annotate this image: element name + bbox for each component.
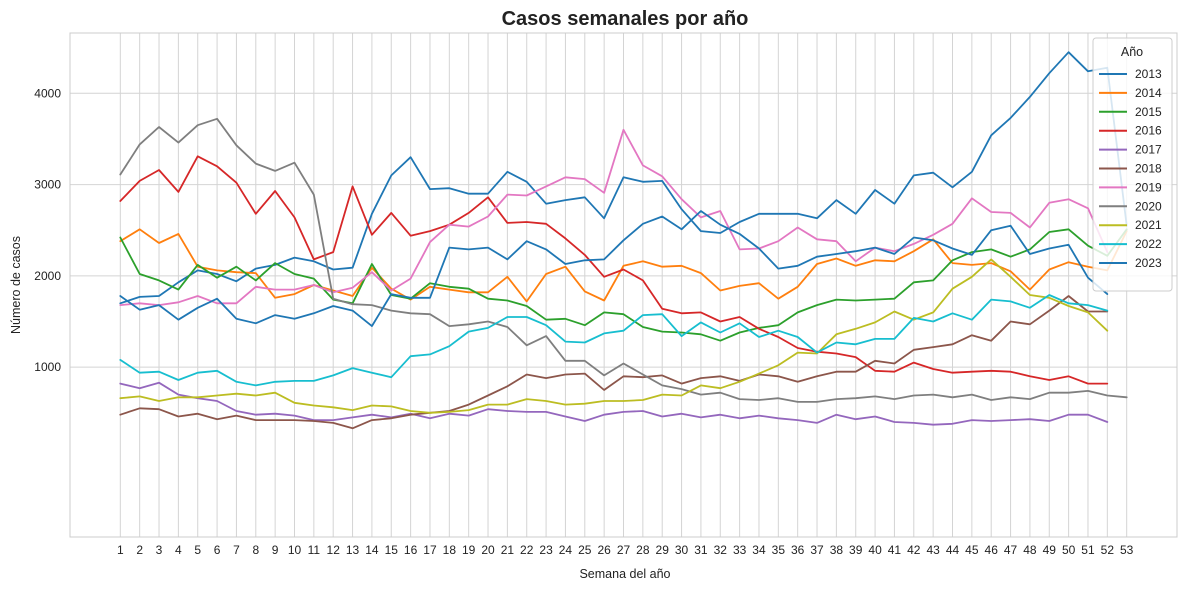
x-tick-label: 40 xyxy=(868,543,882,557)
x-tick-label: 35 xyxy=(772,543,786,557)
x-tick-label: 32 xyxy=(714,543,728,557)
x-tick-label: 27 xyxy=(617,543,631,557)
x-tick-label: 48 xyxy=(1023,543,1037,557)
x-tick-label: 21 xyxy=(501,543,515,557)
series-line-2022 xyxy=(119,294,1109,387)
y-tick-label: 3000 xyxy=(34,178,61,192)
series-line-2016 xyxy=(119,155,1109,385)
series-line-2020 xyxy=(119,117,1128,403)
x-tick-label: 38 xyxy=(830,543,844,557)
legend-label-2014: 2014 xyxy=(1135,86,1162,100)
x-tick-label: 1 xyxy=(117,543,124,557)
series-line-2019 xyxy=(119,128,1109,306)
legend-items: 2013 2014 2015 2016 2017 2018 2019 2020 2021 2022… xyxy=(1099,67,1162,270)
x-tick-label: 6 xyxy=(214,543,221,557)
x-tick-label: 31 xyxy=(694,543,708,557)
x-tick-label: 49 xyxy=(1043,543,1057,557)
x-tick-label: 16 xyxy=(404,543,418,557)
x-tick-label: 33 xyxy=(733,543,747,557)
x-tick-label: 13 xyxy=(346,543,360,557)
x-tick-label: 12 xyxy=(327,543,341,557)
x-tick-label: 36 xyxy=(791,543,805,557)
legend-label-2015: 2015 xyxy=(1135,105,1162,119)
x-tick-label: 29 xyxy=(656,543,670,557)
series-lines xyxy=(119,51,1128,430)
legend: Año 2013 2014 2015 2016 2017 2018 2019 2020 2021… xyxy=(1092,37,1173,292)
series-line-2014 xyxy=(119,228,1128,303)
x-tick-label: 43 xyxy=(926,543,940,557)
x-tick-label: 24 xyxy=(559,543,573,557)
x-tick-label: 7 xyxy=(233,543,240,557)
x-tick-label: 42 xyxy=(907,543,921,557)
x-tick-label: 28 xyxy=(636,543,650,557)
y-axis-label: Número de casos xyxy=(9,236,23,334)
x-tick-label: 8 xyxy=(252,543,259,557)
x-tick-label: 3 xyxy=(156,543,163,557)
x-tick-label: 19 xyxy=(462,543,476,557)
x-tick-label: 30 xyxy=(675,543,689,557)
legend-label-2017: 2017 xyxy=(1135,143,1162,157)
x-tick-label: 44 xyxy=(946,543,960,557)
x-tick-label: 22 xyxy=(520,543,534,557)
x-tick-label: 41 xyxy=(888,543,902,557)
x-tick-label: 53 xyxy=(1120,543,1134,557)
legend-box xyxy=(1092,37,1173,292)
series-line-2017 xyxy=(119,381,1109,426)
y-tick-label: 2000 xyxy=(34,269,61,283)
x-tick-label: 5 xyxy=(194,543,201,557)
x-tick-label: 52 xyxy=(1101,543,1115,557)
legend-label-2019: 2019 xyxy=(1135,180,1162,194)
plot-frame xyxy=(69,32,1178,538)
x-tick-label: 15 xyxy=(385,543,399,557)
x-tick-label: 10 xyxy=(288,543,302,557)
legend-label-2018: 2018 xyxy=(1135,162,1162,176)
x-tick-labels: 1 2 3 4 5 6 7 8 9 10 11 12 13 14 15 16 17 18 19 20 21 22 23 24 2… xyxy=(117,543,1134,557)
legend-label-2022: 2022 xyxy=(1135,237,1162,251)
x-tick-label: 14 xyxy=(365,543,379,557)
x-tick-label: 20 xyxy=(481,543,495,557)
x-tick-label: 23 xyxy=(539,543,553,557)
legend-label-2021: 2021 xyxy=(1135,218,1162,232)
series-line-2018 xyxy=(119,295,1109,430)
x-tick-label: 11 xyxy=(308,543,321,557)
x-tick-label: 51 xyxy=(1081,543,1095,557)
x-tick-label: 18 xyxy=(443,543,457,557)
legend-label-2016: 2016 xyxy=(1135,124,1162,138)
x-tick-label: 50 xyxy=(1062,543,1076,557)
y-tick-label: 4000 xyxy=(34,86,61,100)
legend-label-2023: 2023 xyxy=(1135,256,1162,270)
x-tick-label: 17 xyxy=(423,543,437,557)
grid xyxy=(70,33,1177,537)
series-line-2021 xyxy=(119,258,1109,414)
x-tick-label: 2 xyxy=(136,543,143,557)
legend-label-2020: 2020 xyxy=(1135,199,1162,213)
chart-title: Casos semanales por año xyxy=(502,8,749,30)
x-tick-label: 9 xyxy=(272,543,279,557)
x-tick-label: 46 xyxy=(985,543,999,557)
y-tick-labels: 1000 2000 3000 4000 xyxy=(34,86,61,374)
y-tick-label: 1000 xyxy=(34,360,61,374)
x-tick-label: 34 xyxy=(752,543,766,557)
x-axis-label: Semana del año xyxy=(579,567,670,581)
legend-label-2013: 2013 xyxy=(1135,67,1162,81)
x-tick-label: 45 xyxy=(965,543,979,557)
legend-title: Año xyxy=(1121,45,1143,59)
x-tick-label: 37 xyxy=(810,543,824,557)
x-tick-label: 39 xyxy=(849,543,863,557)
x-tick-label: 47 xyxy=(1004,543,1018,557)
x-tick-label: 4 xyxy=(175,543,182,557)
x-tick-label: 25 xyxy=(578,543,592,557)
series-line-2015 xyxy=(119,228,1128,342)
x-tick-label: 26 xyxy=(597,543,611,557)
series-line-2013 xyxy=(119,51,1128,305)
series-line-2023 xyxy=(119,210,1109,327)
